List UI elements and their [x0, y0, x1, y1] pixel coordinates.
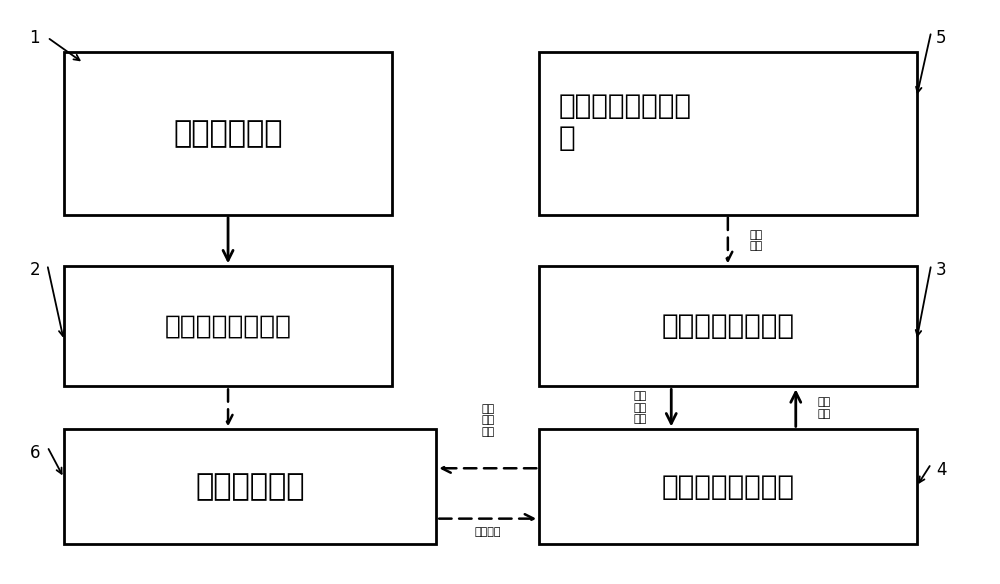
- Bar: [64, 429, 436, 544]
- Text: 5: 5: [936, 29, 947, 47]
- Text: 数据采集控制设备: 数据采集控制设备: [165, 314, 292, 339]
- Text: 数据信息: 数据信息: [475, 527, 501, 537]
- Bar: [539, 266, 916, 387]
- Text: 方向
位置
姿态: 方向 位置 姿态: [481, 404, 494, 437]
- Text: 双基站激光定位装
置: 双基站激光定位装 置: [559, 92, 692, 152]
- Text: 训练控制主机: 训练控制主机: [195, 472, 305, 501]
- Text: 激光
扫描: 激光 扫描: [749, 230, 763, 251]
- Text: 方向
位置
姿态: 方向 位置 姿态: [634, 391, 647, 425]
- Text: 无线虚拟现实头显: 无线虚拟现实头显: [661, 312, 794, 340]
- Text: 1: 1: [30, 29, 40, 47]
- Text: 起重机遥控器: 起重机遥控器: [173, 119, 283, 148]
- Text: 6: 6: [30, 444, 40, 462]
- Bar: [539, 51, 916, 215]
- Text: 视频
信息: 视频 信息: [817, 397, 831, 419]
- Bar: [64, 51, 392, 215]
- Bar: [64, 266, 392, 387]
- Text: 无线头显数传装置: 无线头显数传装置: [661, 472, 794, 500]
- Text: 4: 4: [936, 461, 947, 479]
- Bar: [539, 429, 916, 544]
- Text: 2: 2: [30, 260, 40, 279]
- Text: 3: 3: [936, 260, 947, 279]
